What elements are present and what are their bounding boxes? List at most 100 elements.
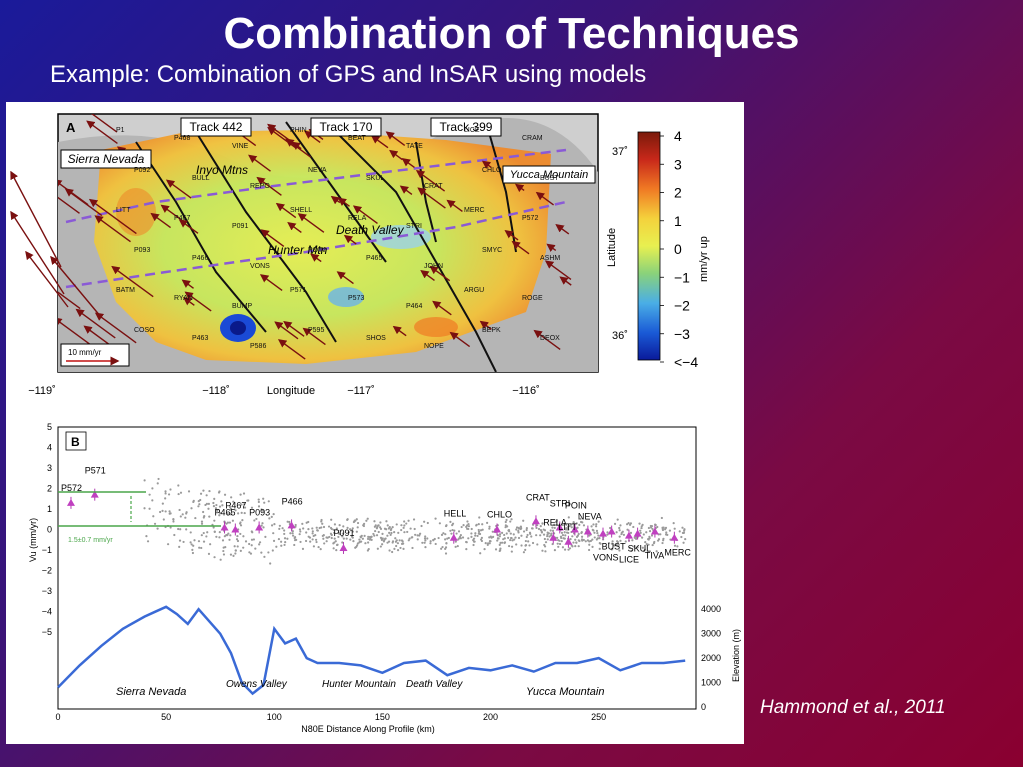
insar-sample [262,497,265,500]
insar-sample [353,520,356,523]
gps-arrow [511,240,530,255]
insar-sample [664,526,668,529]
insar-sample [500,531,504,534]
insar-sample [632,545,636,548]
insar-sample [262,526,265,529]
insar-sample [659,533,662,536]
station-label: P467 [174,215,190,222]
insar-sample [283,529,286,532]
insar-sample [193,539,196,542]
insar-sample [361,537,364,540]
insar-sample [480,536,484,539]
insar-sample [199,492,203,495]
insar-sample [173,533,176,537]
insar-sample [192,544,195,547]
insar-sample [388,531,391,534]
insar-sample [293,539,297,542]
profile-station-label: POIN [565,501,587,511]
insar-sample [223,493,227,496]
elevation-tick: 2000 [701,653,721,663]
profile-station-label: P093 [249,507,270,517]
insar-sample [258,543,261,546]
insar-sample [539,534,542,537]
insar-sample [320,518,323,522]
insar-sample [467,537,470,540]
insar-sample [202,540,206,543]
panel-b-label: B [71,435,80,449]
insar-sample [393,547,396,550]
track-170-label: Track 170 [320,120,373,134]
insar-sample [562,537,565,540]
insar-sample [498,535,501,538]
insar-sample [551,526,554,529]
insar-sample [478,532,482,536]
insar-sample [593,531,596,534]
gps-arrow [88,198,137,235]
insar-sample [550,532,553,535]
insar-sample [503,533,506,537]
gps-point-marker [531,517,540,525]
station-label: JOHN [424,263,443,270]
insar-sample [213,519,216,522]
gps-arrow [302,327,326,346]
insar-sample [543,529,547,532]
gps-arrow [479,320,492,330]
insar-sample [527,540,530,543]
gps-arrow [150,212,171,229]
colorbar-tick: 3 [674,156,682,172]
insar-sample [164,510,167,513]
insar-sample [228,521,232,524]
insar-sample [153,522,157,525]
profile-station-label: TIVA [645,551,664,561]
gps-arrow [165,179,192,199]
insar-sample [291,529,294,533]
insar-sample [379,545,382,548]
insar-sample [161,509,164,512]
gps-arrow [559,276,572,286]
insar-sample [524,544,527,547]
insar-sample [445,542,448,545]
insar-sample [622,533,626,536]
insar-sample [283,532,286,536]
insar-sample [641,546,644,549]
vu-tick: 2 [47,484,52,494]
insar-sample [472,537,476,540]
insar-sample [243,503,246,506]
insar-sample [641,536,644,539]
insar-sample [202,510,205,514]
insar-scatter-cloud [143,477,687,565]
insar-sample [563,531,566,534]
figure-canvas: A Track 442 Track 170 Track 399 Sierra N… [10,113,741,734]
insar-sample [359,535,362,538]
insar-sample [223,535,226,538]
station-label: SMYC [482,247,502,254]
gps-arrow [481,160,492,169]
station-labels: P1 P468 VINE PHIN BEAT TATE LICE CRAM P092 BULL RE… [116,127,560,350]
insar-sample [449,520,452,524]
insar-sample [218,505,222,508]
insar-sample [244,540,248,543]
insar-sample [588,534,591,537]
insar-sample [656,525,659,529]
insar-sample [451,528,454,532]
insar-sample [189,541,192,544]
insar-sample [618,549,621,552]
insar-sample [280,544,283,547]
station-label: PHIN [290,127,307,134]
insar-sample [395,544,398,548]
insar-sample [645,543,648,546]
elevation-tick: 3000 [701,629,721,639]
station-label: P464 [406,303,422,310]
insar-sample [557,545,560,548]
insar-sample [257,500,260,504]
insar-sample [524,548,527,552]
insar-sample [280,540,283,543]
elevation-tick: 0 [701,702,706,712]
insar-sample [465,524,469,527]
insar-sample [267,551,270,554]
insar-sample [403,531,406,534]
insar-sample [304,539,308,543]
panel-a-map: A Track 442 Track 170 Track 399 Sierra N… [28,113,710,397]
